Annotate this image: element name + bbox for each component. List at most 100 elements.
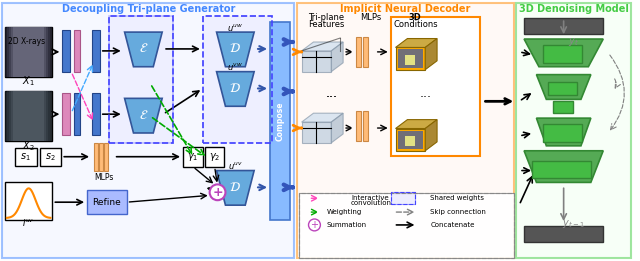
Text: 3D Denoising Model: 3D Denoising Model [518,4,628,14]
Text: $\mathcal{D}$: $\mathcal{D}$ [229,43,241,55]
FancyBboxPatch shape [397,130,423,149]
Text: Shared weights: Shared weights [430,195,484,201]
Text: Skip connection: Skip connection [430,209,486,215]
FancyBboxPatch shape [87,190,127,214]
Text: $u^{vw}$: $u^{vw}$ [227,61,243,72]
FancyBboxPatch shape [7,91,51,141]
Text: 2D X-rays: 2D X-rays [8,38,45,46]
Text: $I^{uv}$: $I^{uv}$ [22,217,35,228]
FancyBboxPatch shape [363,111,368,141]
FancyBboxPatch shape [62,93,70,135]
FancyBboxPatch shape [397,49,423,68]
FancyBboxPatch shape [301,51,332,72]
FancyBboxPatch shape [543,45,582,63]
Text: MLPs: MLPs [360,13,381,22]
Text: Decoupling Tri-plane Generator: Decoupling Tri-plane Generator [61,4,235,14]
Text: $X_1$: $X_1$ [22,75,35,88]
Text: Weighting: Weighting [326,209,362,215]
Text: $\mathcal{D}$: $\mathcal{D}$ [229,181,241,194]
FancyBboxPatch shape [363,37,368,67]
FancyBboxPatch shape [532,161,591,179]
FancyBboxPatch shape [524,226,603,242]
Text: $\mathcal{E}$: $\mathcal{E}$ [139,43,148,55]
Text: $\mathcal{D}$: $\mathcal{D}$ [229,82,241,95]
FancyBboxPatch shape [299,193,514,258]
FancyBboxPatch shape [5,27,52,77]
Text: Concatenate: Concatenate [430,222,474,228]
FancyBboxPatch shape [297,3,514,258]
FancyBboxPatch shape [548,81,577,96]
Text: Tri-plane: Tri-plane [308,13,344,22]
Polygon shape [216,32,254,67]
Text: ...: ... [419,87,431,100]
Polygon shape [524,39,603,67]
FancyBboxPatch shape [5,91,52,141]
FancyBboxPatch shape [396,128,425,151]
FancyBboxPatch shape [92,30,100,72]
Text: $s_2$: $s_2$ [45,151,56,163]
FancyBboxPatch shape [92,93,100,135]
Text: MLPs: MLPs [94,173,113,182]
FancyBboxPatch shape [543,124,582,142]
FancyBboxPatch shape [11,91,47,141]
FancyBboxPatch shape [553,101,573,113]
FancyBboxPatch shape [7,27,51,77]
FancyBboxPatch shape [13,27,45,77]
FancyBboxPatch shape [94,143,98,170]
Polygon shape [425,39,437,70]
Polygon shape [125,98,162,133]
Text: $\gamma_1$: $\gamma_1$ [187,151,198,163]
FancyBboxPatch shape [15,148,36,165]
FancyBboxPatch shape [390,192,415,204]
Polygon shape [216,170,254,205]
Text: $X_2$: $X_2$ [22,139,35,153]
FancyBboxPatch shape [9,91,49,141]
FancyBboxPatch shape [405,55,415,65]
FancyBboxPatch shape [356,111,361,141]
FancyBboxPatch shape [9,27,49,77]
Text: $y_{t-1}$: $y_{t-1}$ [562,218,585,230]
Polygon shape [216,72,254,106]
Text: $\mathcal{E}$: $\mathcal{E}$ [139,109,148,122]
FancyBboxPatch shape [183,147,203,167]
Polygon shape [332,42,343,72]
Polygon shape [396,120,437,128]
FancyBboxPatch shape [74,93,80,135]
FancyBboxPatch shape [301,122,332,143]
Text: Refine: Refine [92,198,121,207]
Circle shape [308,219,321,231]
Polygon shape [301,113,343,122]
Text: $u^{uv}$: $u^{uv}$ [228,160,243,171]
FancyBboxPatch shape [2,3,294,258]
Polygon shape [125,32,162,67]
Polygon shape [301,42,343,51]
FancyBboxPatch shape [5,27,52,77]
FancyBboxPatch shape [356,37,361,67]
Text: convolution: convolution [351,200,392,206]
FancyBboxPatch shape [203,16,272,143]
Circle shape [210,184,225,200]
Text: ...: ... [325,87,337,100]
Text: +: + [310,220,319,230]
FancyBboxPatch shape [524,18,603,34]
FancyBboxPatch shape [270,22,290,220]
Text: $y_t$: $y_t$ [568,36,579,48]
FancyBboxPatch shape [74,30,80,72]
Text: ...: ... [325,87,337,100]
FancyBboxPatch shape [40,148,61,165]
Text: Features: Features [308,20,344,29]
Polygon shape [425,120,437,151]
Text: Implicit Neural Decoder: Implicit Neural Decoder [340,4,470,14]
Text: Interactive: Interactive [351,195,388,201]
Text: Compose: Compose [275,101,284,141]
Text: $s_1$: $s_1$ [20,151,31,163]
FancyBboxPatch shape [99,143,103,170]
Polygon shape [396,39,437,48]
Text: Summation: Summation [326,222,367,228]
FancyBboxPatch shape [104,143,108,170]
Polygon shape [536,75,591,99]
Text: +: + [212,186,223,199]
Text: Conditions: Conditions [393,20,438,29]
FancyBboxPatch shape [11,27,47,77]
FancyBboxPatch shape [205,147,225,167]
